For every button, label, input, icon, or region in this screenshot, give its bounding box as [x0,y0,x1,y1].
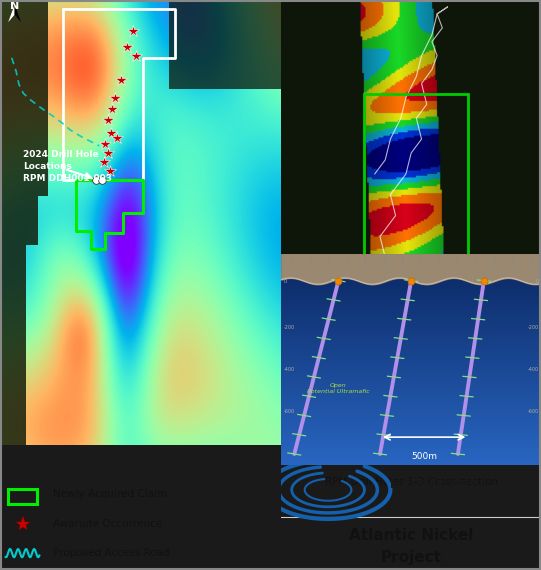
Bar [365,94,469,285]
Polygon shape [0,0,48,445]
Text: -600: -600 [527,409,538,414]
Text: RPM Drill Holes 1-3 Cross-section: RPM Drill Holes 1-3 Cross-section [325,477,498,487]
Text: 0: 0 [284,279,287,283]
Polygon shape [169,0,292,89]
Text: Atlantic Nickel: Atlantic Nickel [349,528,473,543]
Polygon shape [15,5,21,22]
Text: Proposed Access Road: Proposed Access Road [54,548,170,558]
Text: -600: -600 [284,409,295,414]
Text: 500m: 500m [411,452,437,461]
Text: Project: Project [381,550,441,565]
Text: 0: 0 [535,279,538,283]
Polygon shape [8,5,15,22]
Text: NICKEL CORP.: NICKEL CORP. [391,496,473,507]
Text: Magnetics (TMI): Magnetics (TMI) [350,367,472,382]
Text: -200: -200 [284,325,295,330]
Text: 2024 Drill Hole
Locations
RPM DDH001-003: 2024 Drill Hole Locations RPM DDH001-003 [23,150,113,183]
Text: Awaruite Occurrence: Awaruite Occurrence [54,519,163,528]
Text: Newly Acquired Claim: Newly Acquired Claim [54,489,168,499]
Text: FIRST ATLANTIC: FIRST ATLANTIC [391,479,488,490]
Text: Open
Potential Ultramafic: Open Potential Ultramafic [307,383,370,394]
Text: -200: -200 [527,325,538,330]
Text: -400: -400 [527,367,538,372]
Text: -400: -400 [284,367,295,372]
Text: N: N [10,1,19,11]
Bar [9,489,37,503]
